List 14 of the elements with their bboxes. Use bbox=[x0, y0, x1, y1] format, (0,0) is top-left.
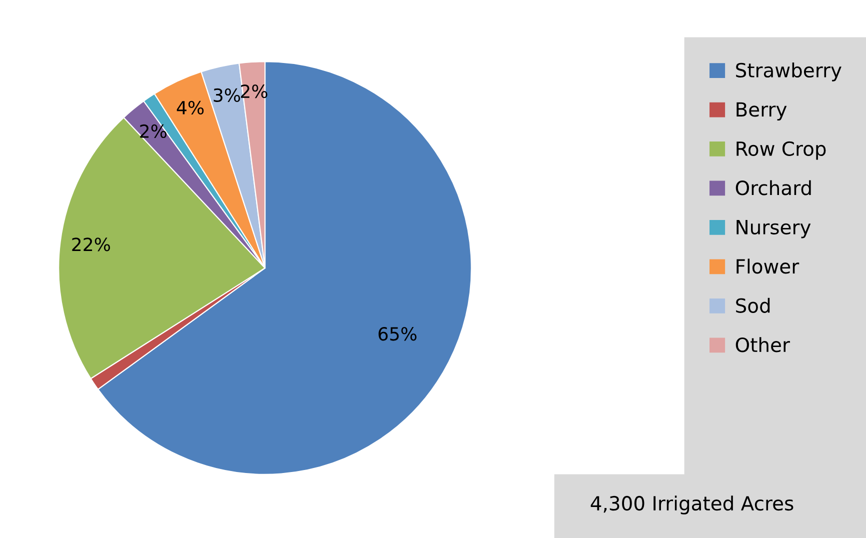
legend-label: Other bbox=[736, 337, 790, 352]
legend-label: Row Crop bbox=[736, 141, 826, 160]
text: 4,300 Irrigated Acres bbox=[590, 496, 794, 514]
legend-label: Sod bbox=[736, 298, 770, 313]
data-label: 65% bbox=[378, 327, 416, 341]
data-label: 2% bbox=[140, 124, 166, 138]
data-label: 4% bbox=[176, 100, 204, 114]
data-label: 3% bbox=[214, 88, 240, 102]
legend-label: Orchard bbox=[736, 180, 811, 196]
legend-label: Nursery bbox=[736, 220, 811, 238]
data-label: 22% bbox=[72, 238, 110, 252]
legend-label: Flower bbox=[736, 258, 800, 274]
legend-label: Berry bbox=[736, 102, 787, 121]
legend-label: Strawberry bbox=[736, 62, 842, 82]
